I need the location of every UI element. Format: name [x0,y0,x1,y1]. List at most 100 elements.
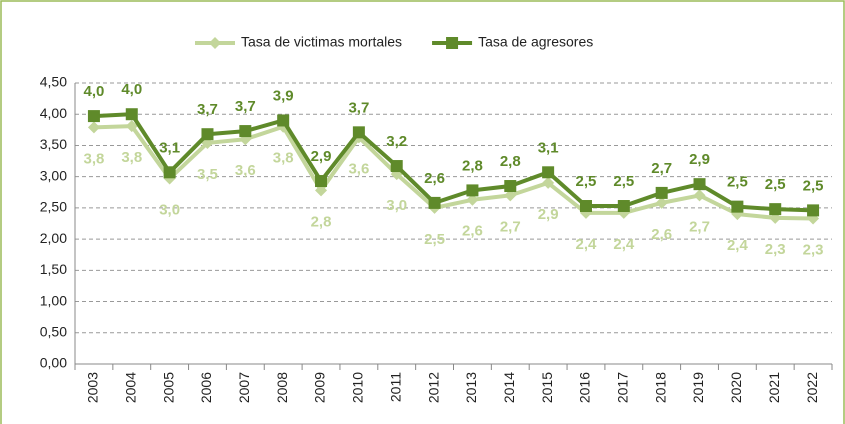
x-tick-label: 2011 [387,372,403,402]
data-label: 2,3 [765,241,786,258]
series-line [93,124,814,221]
data-label: 2,4 [727,237,749,254]
data-label: 2,6 [462,223,483,240]
x-tick-label: 2005 [160,372,176,403]
x-tick-label: 2017 [615,372,631,403]
marker [163,166,176,179]
legend-label: Tasa de agresores [478,34,593,50]
marker [315,175,328,188]
marker [315,184,328,197]
marker [655,196,668,209]
marker [428,196,441,209]
data-label: 2,7 [500,218,521,235]
data-label: 3,9 [273,87,294,104]
marker [390,160,403,173]
x-tick-label: 2021 [766,372,782,403]
data-label: 2,7 [651,160,672,177]
marker [466,184,479,197]
data-label: 3,5 [197,166,218,183]
marker [693,189,706,202]
data-label: 3,7 [348,99,369,116]
data-label: 2,5 [613,173,634,190]
marker [352,126,365,139]
data-label: 2,5 [727,174,748,191]
legend-marker [209,37,221,49]
marker [466,193,479,206]
data-label: 3,8 [121,149,142,166]
data-label: 2,8 [311,213,332,230]
y-tick-label: 2,00 [40,230,67,246]
marker [579,200,592,213]
data-label: 3,7 [235,98,256,115]
data-label: 3,6 [235,162,256,179]
x-tick-label: 2013 [463,372,479,403]
data-label: 2,9 [689,151,710,168]
x-tick-label: 2012 [425,372,441,403]
y-tick-label: 3,50 [40,136,67,152]
x-tick-label: 2014 [501,372,517,403]
y-tick-label: 1,50 [40,261,67,277]
marker [769,203,782,216]
data-label: 2,6 [424,170,445,187]
data-label: 3,2 [386,133,407,150]
data-label: 2,9 [311,148,332,165]
x-tick-label: 2008 [274,372,290,403]
marker [504,180,517,193]
data-label: 2,6 [651,226,672,243]
y-tick-label: 2,50 [40,199,67,215]
data-label: 4,0 [83,83,104,100]
data-label: 4,0 [121,81,142,98]
x-tick-label: 2009 [312,372,328,403]
marker [201,128,214,141]
series-line [93,112,814,213]
x-tick-label: 2016 [577,372,593,403]
x-tick-label: 2015 [539,372,555,403]
marker [239,125,252,138]
data-label: 3,0 [159,202,180,219]
data-label: 2,4 [576,236,598,253]
data-label: 2,4 [613,236,635,253]
data-label: 2,8 [462,157,483,174]
x-tick-label: 2019 [690,372,706,403]
marker [504,189,517,202]
marker [617,200,630,213]
x-tick-label: 2006 [198,372,214,403]
x-tick-label: 2003 [85,372,101,403]
data-label: 2,8 [500,153,521,170]
data-label: 3,0 [386,197,407,214]
marker [125,108,138,121]
data-label: 2,7 [689,218,710,235]
marker [277,114,290,127]
data-label: 3,8 [273,150,294,167]
marker [542,166,555,179]
marker [807,204,820,217]
marker [693,178,706,191]
data-label: 2,3 [803,241,824,258]
marker [87,110,100,123]
legend-label: Tasa de victimas mortales [241,34,402,50]
data-label: 3,1 [538,139,559,156]
marker [655,186,668,199]
y-tick-label: 1,00 [40,292,67,308]
x-tick-label: 2022 [804,372,820,403]
marker [125,120,138,133]
y-tick-label: 0,00 [40,355,67,371]
x-tick-label: 2020 [728,372,744,403]
marker [731,200,744,213]
x-tick-label: 2018 [652,372,668,403]
data-label: 3,8 [83,150,104,167]
marker [542,176,555,189]
y-tick-label: 4,00 [40,105,67,121]
x-tick-label: 2010 [350,372,366,403]
y-tick-label: 4,50 [40,74,67,90]
x-tick-label: 2007 [236,372,252,403]
data-label: 2,5 [424,231,445,248]
data-label: 3,6 [348,160,369,177]
data-label: 2,9 [538,206,559,223]
y-tick-label: 3,00 [40,167,67,183]
legend-marker [446,37,459,49]
data-label: 2,5 [765,176,786,193]
data-label: 2,5 [576,173,597,190]
